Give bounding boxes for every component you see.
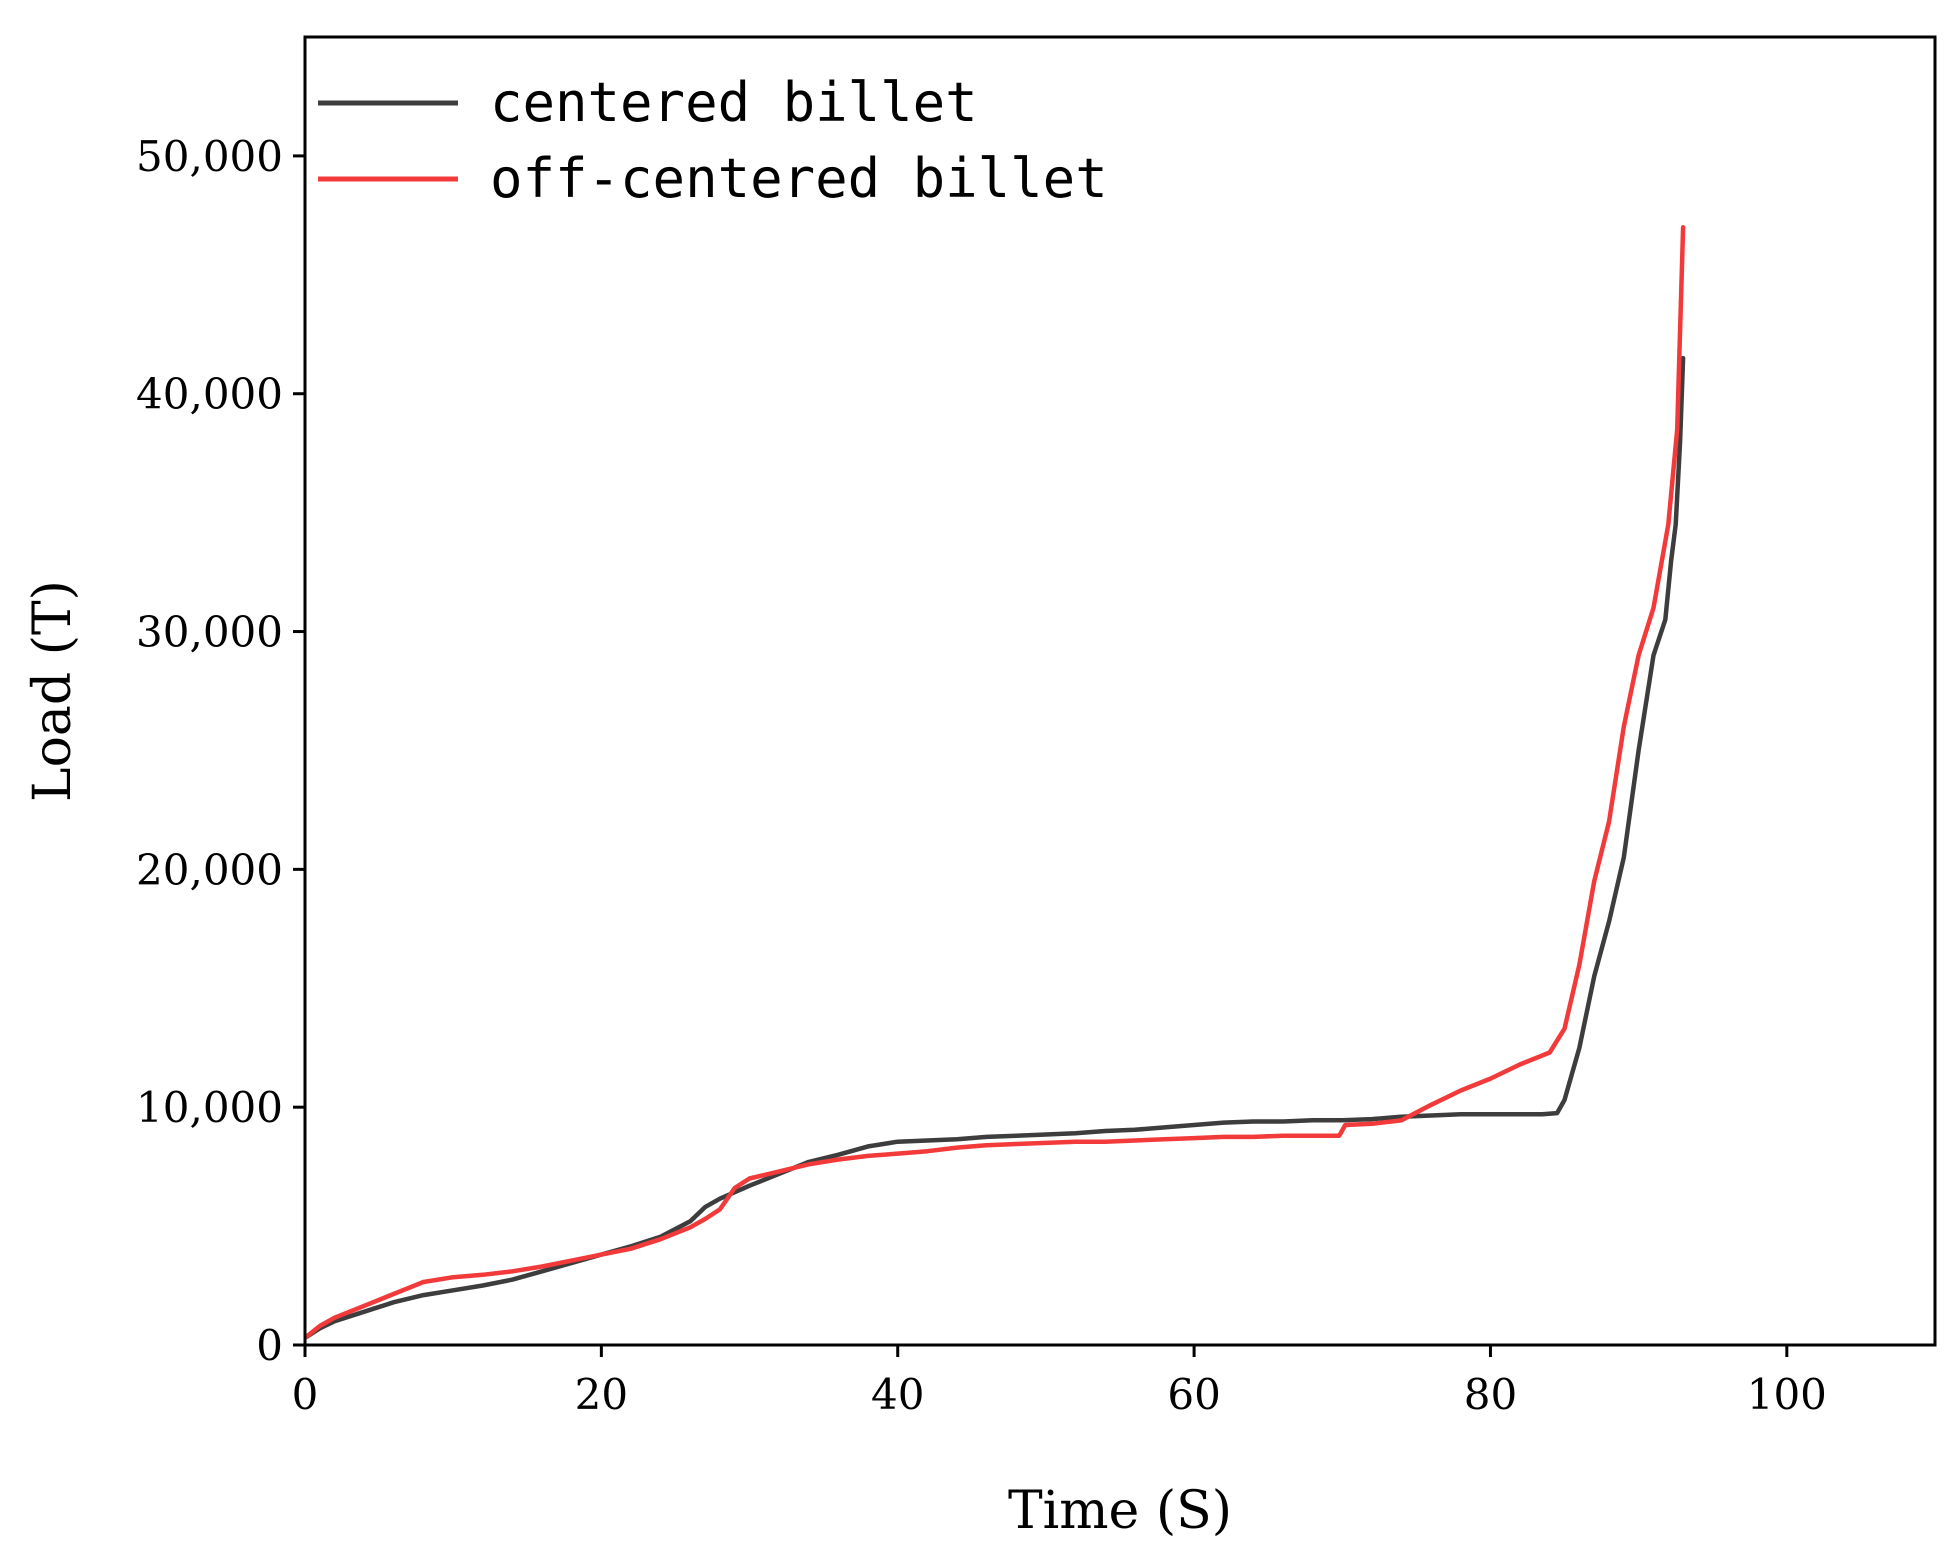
x-tick-label: 40 xyxy=(871,1370,924,1419)
series-line-centered-billet xyxy=(305,355,1686,1341)
y-tick-label: 10,000 xyxy=(136,1083,283,1132)
series-layer xyxy=(305,225,1686,1341)
x-tick-label: 100 xyxy=(1747,1370,1827,1419)
series-line-off-centered-billet xyxy=(305,225,1686,1341)
x-tick-label: 20 xyxy=(575,1370,628,1419)
legend-label: off-centered billet xyxy=(490,147,1108,210)
x-axis-title: Time (S) xyxy=(1008,1481,1232,1541)
y-tick-label: 40,000 xyxy=(136,370,283,419)
legend-label: centered billet xyxy=(490,71,978,134)
legend: centered billet off-centered billet xyxy=(318,71,1108,210)
y-axis-title: Load (T) xyxy=(23,580,83,802)
y-axis-ticks: 0 10,000 20,000 30,000 40,000 50,000 xyxy=(136,132,305,1370)
x-axis-ticks: 0 20 40 60 80 100 xyxy=(292,1345,1827,1419)
plot-frame xyxy=(303,35,1937,1347)
y-tick-label: 30,000 xyxy=(136,608,283,657)
x-tick-label: 80 xyxy=(1464,1370,1517,1419)
y-tick-label: 20,000 xyxy=(136,845,283,894)
y-tick-label: 0 xyxy=(256,1321,283,1370)
x-tick-label: 0 xyxy=(292,1370,319,1419)
x-tick-label: 60 xyxy=(1167,1370,1220,1419)
y-tick-label: 50,000 xyxy=(136,132,283,181)
